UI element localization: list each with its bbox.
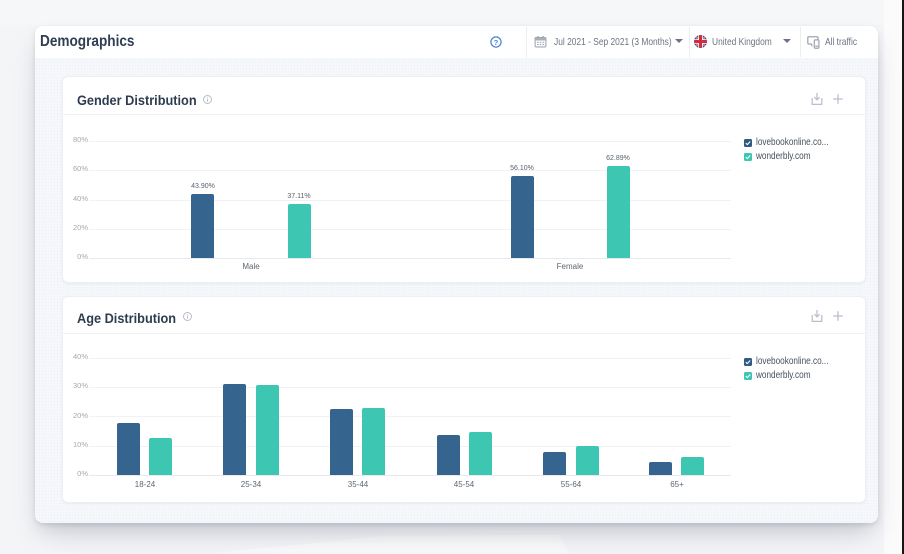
svg-text:?: ? [494,38,499,47]
